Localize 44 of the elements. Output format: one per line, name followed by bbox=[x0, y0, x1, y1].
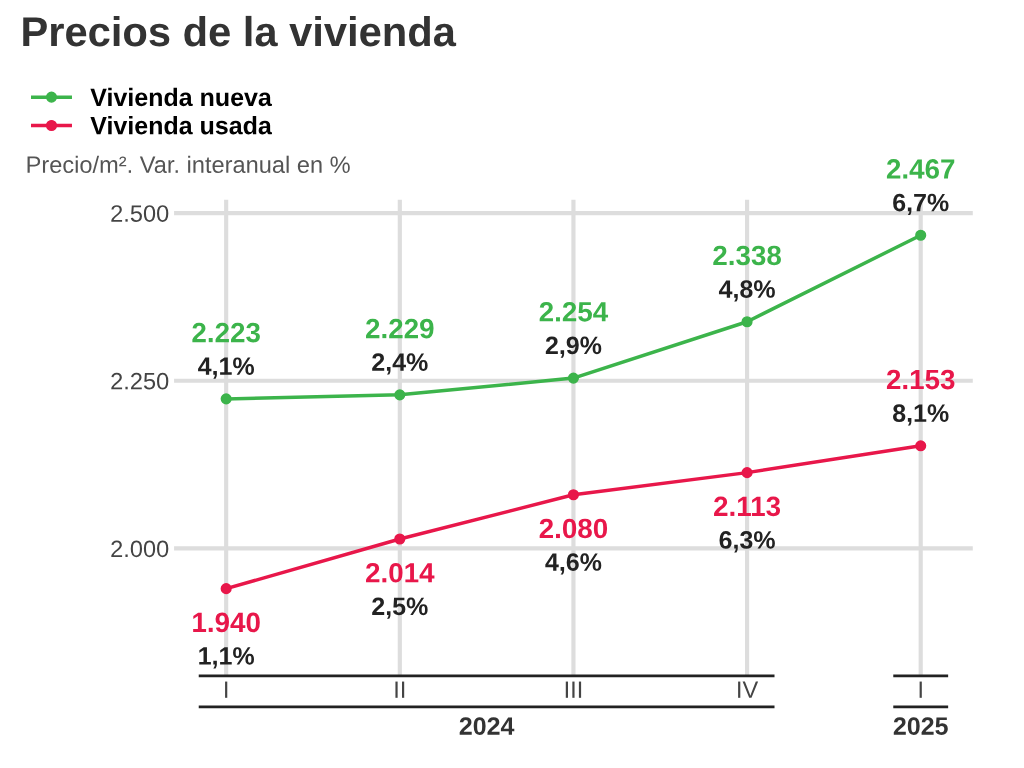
data-label: 2.223 bbox=[192, 322, 260, 343]
data-label: 2.338 bbox=[713, 245, 781, 266]
annotation: 2,4% bbox=[372, 353, 428, 375]
annotation: 2,5% bbox=[372, 597, 428, 619]
legend-label: Vivienda nueva bbox=[90, 87, 272, 107]
annotation: 1,1% bbox=[199, 647, 254, 669]
text: 2025 bbox=[893, 717, 948, 735]
data-label: 2.254 bbox=[539, 301, 609, 322]
data-label: 2.467 bbox=[886, 159, 955, 179]
y-tick-label: 2.500 bbox=[111, 205, 169, 222]
point bbox=[741, 316, 753, 328]
point bbox=[915, 229, 927, 241]
point bbox=[915, 440, 927, 452]
annotation: 6,3% bbox=[719, 531, 775, 553]
annotation: 4,8% bbox=[718, 280, 775, 302]
point bbox=[567, 372, 579, 384]
x-tick-label: I bbox=[919, 681, 922, 698]
data-label: 2.014 bbox=[366, 562, 435, 583]
x-tick-label: II bbox=[395, 681, 405, 698]
x-tick-label: IV bbox=[738, 681, 759, 698]
annotation: 4,6% bbox=[545, 553, 602, 575]
point bbox=[741, 467, 753, 479]
chart-subtitle: Precio/m². Var. interanual en % bbox=[27, 155, 350, 174]
point bbox=[220, 393, 232, 405]
point bbox=[567, 489, 579, 501]
text: 2024 bbox=[459, 717, 515, 735]
x-tick-label: I bbox=[225, 681, 228, 698]
data-label: 2.080 bbox=[539, 518, 608, 539]
legend-label: Vivienda usada bbox=[90, 116, 272, 135]
y-tick-label: 2.250 bbox=[111, 372, 169, 390]
point bbox=[220, 583, 232, 595]
data-label: 2.229 bbox=[366, 318, 434, 339]
data-label: 2.113 bbox=[714, 496, 781, 517]
annotation: 6,7% bbox=[893, 193, 949, 215]
annotation: 4,1% bbox=[198, 357, 254, 379]
annotation: 2,9% bbox=[545, 336, 602, 358]
x-tick-label: III bbox=[565, 681, 582, 698]
chart-title: Precios de la vivienda bbox=[23, 15, 457, 47]
point bbox=[394, 389, 406, 401]
annotation: 8,1% bbox=[893, 404, 949, 426]
y-tick-label: 2.000 bbox=[111, 540, 169, 558]
data-label: 2.153 bbox=[886, 369, 955, 390]
data-label: 1.940 bbox=[193, 612, 260, 633]
point bbox=[394, 533, 406, 545]
